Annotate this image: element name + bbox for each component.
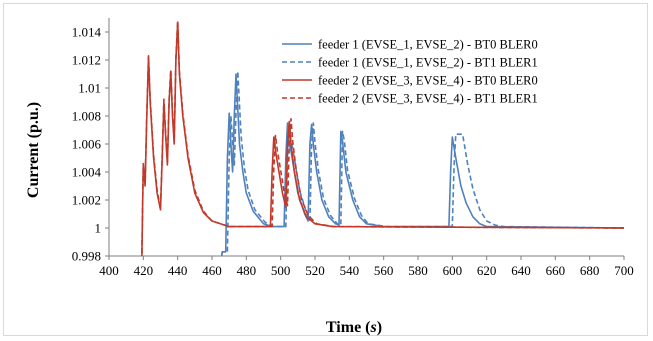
y-tick-label: 1.006	[72, 137, 102, 152]
x-tick-label: 680	[580, 263, 600, 278]
x-tick-label: 620	[477, 263, 497, 278]
x-tick-label: 600	[443, 263, 463, 278]
legend-label-1: feeder 1 (EVSE_1, EVSE_2) - BT0 BLER0	[318, 38, 538, 52]
x-axis-label: Time (s)	[326, 319, 382, 336]
axes: 400 420 440 460 480 500 520 540 560 580 600 620 640 6…	[72, 18, 634, 278]
legend: feeder 1 (EVSE_1, EVSE_2) - BT0 BLER0 fee…	[282, 38, 538, 106]
x-axis-label-close: )	[377, 319, 382, 336]
x-axis-label-unit: s	[370, 319, 377, 336]
x-axis-label-main: Time (	[326, 319, 371, 336]
x-tick-label: 440	[168, 263, 188, 278]
y-tick-label: 1.008	[72, 109, 101, 124]
x-tick-label: 500	[271, 263, 291, 278]
series-line-2	[220, 70, 624, 256]
x-tick-label: 700	[614, 263, 634, 278]
legend-label-3: feeder 2 (EVSE_3, EVSE_4) - BT0 BLER0	[318, 74, 538, 88]
x-tick-label: 540	[340, 263, 360, 278]
legend-label-4: feeder 2 (EVSE_3, EVSE_4) - BT1 BLER1	[318, 92, 538, 106]
x-tick-label: 400	[99, 263, 119, 278]
y-tick-label: 0.998	[72, 249, 101, 264]
chart-frame	[3, 3, 648, 336]
y-tick-label: 1.014	[72, 25, 102, 40]
x-tick-label: 460	[202, 263, 222, 278]
x-tick-label: 580	[408, 263, 428, 278]
x-tick-label: 560	[374, 263, 394, 278]
y-tick-label: 1.012	[72, 53, 101, 68]
y-axis-label: Current (p.u.)	[25, 102, 42, 198]
x-tick-label: 640	[511, 263, 531, 278]
series-line-4	[141, 20, 624, 256]
x-tick-label: 520	[305, 263, 325, 278]
y-tick-label: 1.002	[72, 193, 101, 208]
legend-label-2: feeder 1 (EVSE_1, EVSE_2) - BT1 BLER1	[318, 56, 538, 70]
series-layer	[141, 20, 624, 256]
x-tick-label: 420	[134, 263, 154, 278]
y-tick-label: 1	[95, 221, 102, 236]
x-tick-label: 660	[546, 263, 566, 278]
x-tick-label: 480	[237, 263, 257, 278]
y-tick-label: 1.01	[78, 81, 101, 96]
y-tick-label: 1.004	[72, 165, 102, 180]
